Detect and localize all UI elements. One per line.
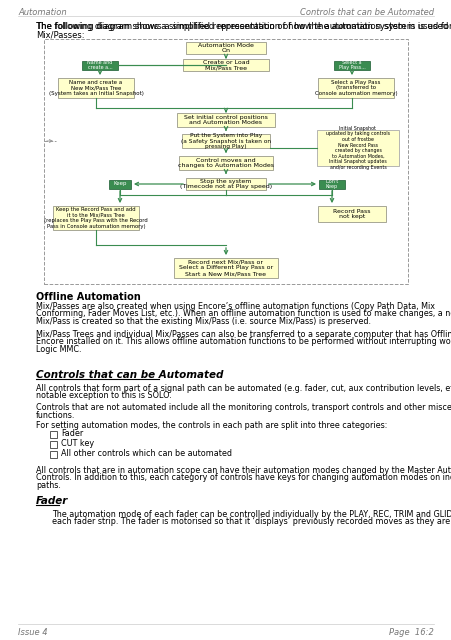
Text: All controls that are in automation scope can have their automation modes change: All controls that are in automation scop… — [36, 466, 451, 475]
FancyBboxPatch shape — [50, 451, 57, 458]
Text: Initial Snapshot
updated by taking controls
out of frostbe
New Record Pass
creat: Initial Snapshot updated by taking contr… — [325, 126, 389, 170]
Text: Controls that can be Automated: Controls that can be Automated — [36, 370, 223, 380]
Text: paths.: paths. — [36, 481, 61, 490]
Text: Name and create a
New Mix/Pass Tree
(System takes an Initial Snapshot): Name and create a New Mix/Pass Tree (Sys… — [48, 80, 143, 96]
Text: Controls that are not automated include all the monitoring controls, transport c: Controls that are not automated include … — [36, 403, 451, 412]
Text: Create or Load
Mix/Pass Tree: Create or Load Mix/Pass Tree — [202, 60, 249, 70]
Text: CUT key: CUT key — [61, 440, 94, 449]
Text: The following diagram shows a simplified representation of how the automation sy: The following diagram shows a simplified… — [36, 22, 451, 31]
FancyBboxPatch shape — [50, 431, 57, 438]
FancyBboxPatch shape — [177, 113, 274, 127]
Text: The following diagram shows a simplified representation of how the automation sy: The following diagram shows a simplified… — [36, 22, 451, 31]
FancyBboxPatch shape — [174, 258, 277, 278]
Text: Select a
Play Pass...: Select a Play Pass... — [338, 60, 364, 70]
Text: Select a Play Pass
(transferred to
Console automation memory): Select a Play Pass (transferred to Conso… — [314, 80, 396, 96]
Text: notable exception to this is SOLO.: notable exception to this is SOLO. — [36, 392, 171, 401]
Text: Logic MMC.: Logic MMC. — [36, 345, 81, 354]
Text: each fader strip. The fader is motorised so that it ‘displays’ previously record: each fader strip. The fader is motorised… — [52, 518, 451, 527]
Text: Conforming, Fader Moves List, etc.). When an offline automation function is used: Conforming, Fader Moves List, etc.). Whe… — [36, 310, 451, 319]
FancyBboxPatch shape — [316, 130, 398, 166]
FancyBboxPatch shape — [333, 61, 369, 70]
Text: Controls. In addition to this, each category of controls have keys for changing : Controls. In addition to this, each cate… — [36, 474, 451, 483]
Text: Mix/Pass Trees and individual Mix/Passes can also be transferred to a separate c: Mix/Pass Trees and individual Mix/Passes… — [36, 330, 451, 339]
Text: Keep: Keep — [113, 182, 126, 186]
Text: Name and
create a...: Name and create a... — [87, 60, 112, 70]
Text: functions.: functions. — [36, 410, 75, 419]
Text: Automation: Automation — [18, 8, 66, 17]
Text: Record next Mix/Pass or
Select a Different Play Pass or
Start a New Mix/Pass Tre: Record next Mix/Pass or Select a Differe… — [179, 260, 272, 276]
Text: Automation Mode
On: Automation Mode On — [198, 43, 253, 53]
Text: Fader: Fader — [36, 496, 68, 506]
FancyBboxPatch shape — [58, 78, 133, 98]
Text: Issue 4: Issue 4 — [18, 628, 47, 637]
Text: Page  16:2: Page 16:2 — [388, 628, 433, 637]
Text: Mix/Passes are also created when using Encore’s offline automation functions (Co: Mix/Passes are also created when using E… — [36, 302, 434, 311]
FancyBboxPatch shape — [318, 179, 344, 189]
Text: Set initial control positions
and Automation Modes: Set initial control positions and Automa… — [184, 115, 267, 125]
Text: Controls that can be Automated: Controls that can be Automated — [299, 8, 433, 17]
FancyBboxPatch shape — [109, 179, 131, 189]
FancyBboxPatch shape — [318, 206, 385, 222]
Text: Mix/Pass is created so that the existing Mix/Pass (i.e. source Mix/Pass) is pres: Mix/Pass is created so that the existing… — [36, 317, 370, 326]
Text: All other controls which can be automated: All other controls which can be automate… — [61, 449, 231, 458]
FancyBboxPatch shape — [50, 441, 57, 448]
Text: Mix/Passes:: Mix/Passes: — [36, 30, 84, 39]
FancyBboxPatch shape — [183, 59, 268, 71]
Text: Stop the system
(Timecode not at Play speed): Stop the system (Timecode not at Play sp… — [179, 179, 272, 189]
Text: All controls that form part of a signal path can be automated (e.g. fader, cut, : All controls that form part of a signal … — [36, 384, 451, 393]
FancyBboxPatch shape — [318, 78, 393, 98]
Text: Keep the Record Pass and add
it to the Mix/Pass Tree
(replaces the Play Pass wit: Keep the Record Pass and add it to the M… — [44, 207, 147, 229]
Text: Control moves and
changes to Automation Modes: Control moves and changes to Automation … — [178, 157, 273, 168]
FancyBboxPatch shape — [82, 61, 118, 70]
Text: Encore installed on it. This allows offline automation functions to be performed: Encore installed on it. This allows offl… — [36, 337, 451, 346]
FancyBboxPatch shape — [179, 156, 272, 170]
Text: Record Pass
not kept: Record Pass not kept — [332, 209, 370, 220]
Text: Fader: Fader — [61, 429, 83, 438]
FancyBboxPatch shape — [53, 206, 139, 230]
FancyBboxPatch shape — [186, 42, 265, 54]
Text: Don't
Keep: Don't Keep — [325, 179, 338, 189]
Text: The automation mode of each fader can be controlled individually by the PLAY, RE: The automation mode of each fader can be… — [52, 510, 451, 519]
Text: Put the System into Play
(a Safety Snapshot is taken on
pressing Play): Put the System into Play (a Safety Snaps… — [180, 133, 271, 149]
Text: For setting automation modes, the controls in each path are split into three cat: For setting automation modes, the contro… — [36, 421, 387, 430]
Text: Offline Automation: Offline Automation — [36, 292, 140, 302]
FancyBboxPatch shape — [186, 178, 265, 190]
FancyBboxPatch shape — [182, 134, 269, 148]
